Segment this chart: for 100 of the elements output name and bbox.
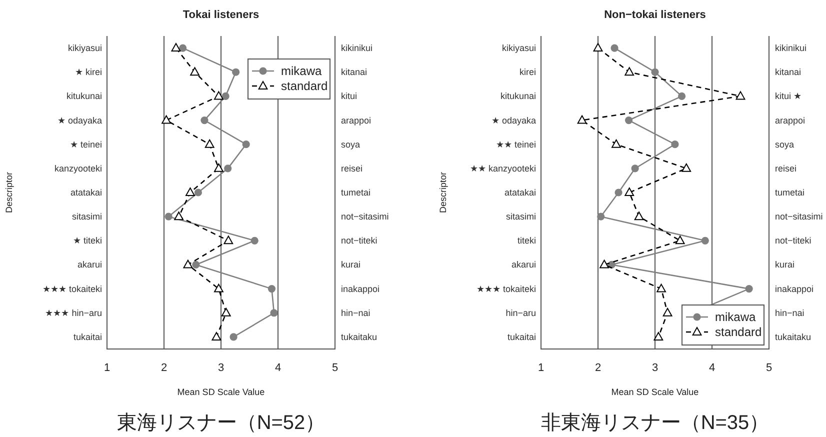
legend-label: mikawa [281,64,322,78]
y-tick-label: titeki [517,236,536,246]
y2-tick-label: inakappoi [341,284,380,294]
y2-tick-label: tukaitaku [775,332,812,342]
point [179,44,187,52]
y-tick-label: atatakai [70,188,102,198]
y-tick-label: ★ teinei [70,139,102,150]
point [214,163,224,172]
y-tick-label: akarui [511,260,536,270]
point [194,188,202,196]
y-tick-label: ★★ kanzyooteki [470,163,536,174]
point [190,67,200,76]
point [662,308,672,316]
point [577,115,587,124]
y-tick-label: atatakai [504,188,536,198]
x-tick-label: 2 [594,362,602,374]
y-tick-label: kitukunai [66,91,102,102]
y-tick-label: ★ titeki [72,236,102,246]
point [656,284,666,292]
point [183,260,193,268]
point [610,44,618,52]
point [701,236,709,244]
y2-tick-label: not−titeki [341,236,378,246]
point [654,332,664,340]
y-tick-label: ★ kirei [74,67,102,78]
point [171,43,181,52]
y2-tick-label: hin−nai [775,308,804,318]
y-tick-label: sitasimi [72,212,102,222]
y2-tick-label: kitanai [775,67,802,78]
x-axis-title: Mean SD Scale Value [611,387,699,397]
y-axis-title: Descriptor [4,172,14,214]
point [221,308,231,316]
point [224,164,232,172]
point [631,164,639,172]
y2-tick-label: kikinikui [341,43,373,54]
y-tick-label: kitukunai [500,91,536,102]
y2-tick-label: reisei [775,163,797,174]
point [624,116,633,124]
y-tick-label: ★★★ hin−aru [45,308,102,318]
point [624,188,634,196]
point [634,212,644,220]
point [268,285,276,293]
point [593,43,603,52]
y2-tick-label: inakappoi [775,284,814,294]
point [242,140,250,148]
y2-tick-label: tumetai [341,188,371,198]
y2-tick-label: kitui [341,91,358,102]
point [200,116,208,124]
y2-tick-label: tumetai [775,188,805,198]
point [250,236,258,244]
y-tick-label: ★ odayaka [491,115,536,126]
x-tick-label: 4 [274,362,282,374]
y2-tick-label: tukaitaku [341,332,378,342]
point [600,260,609,268]
y2-tick-label: kikinikui [775,43,807,54]
legend-label: standard [715,325,762,339]
point [745,285,753,293]
point [675,236,685,244]
point [270,309,278,317]
y-tick-label: ★★★ tokaiteki [476,284,536,294]
point [164,212,172,220]
y-tick-label: kanzyooteki [54,163,102,174]
point [186,188,195,196]
point [624,67,634,76]
chart-title: Tokai listeners [182,9,260,21]
legend-label: mikawa [715,310,756,324]
y2-tick-label: reisei [341,163,363,174]
point [682,163,692,172]
point [651,68,659,76]
point [678,92,686,100]
y2-tick-label: kitanai [341,67,368,78]
text: 非東海リスナー（N=35） [540,412,770,434]
point [736,91,746,100]
x-tick-label: 1 [104,362,110,374]
point [192,260,200,269]
y2-tick-label: kurai [775,260,795,270]
y-tick-label: tukaitai [507,332,536,342]
y2-tick-label: soya [775,139,794,150]
text: 東海リスナー（N=52） [116,412,326,434]
x-tick-label: 3 [218,362,224,374]
y-tick-label: ★★ teinei [496,139,536,150]
y-tick-label: akarui [77,260,102,270]
x-tick-label: 2 [160,362,168,374]
x-tick-label: 3 [652,362,658,374]
chart-title: Non−tokai listeners [604,9,706,21]
point [204,139,214,148]
y-tick-label: ★★★ tokaiteki [42,284,102,294]
y2-tick-label: kitui ★ [775,91,802,102]
point [671,140,679,148]
point [174,212,184,220]
y-tick-label: tukaitai [73,332,102,342]
y-axis-title: Descriptor [438,172,448,214]
point [214,91,224,100]
point [212,332,222,340]
y2-tick-label: kurai [341,260,361,270]
point [232,68,240,76]
y2-tick-label: not−sitasimi [775,212,823,222]
y-tick-label: hin−aru [506,308,536,318]
point [222,92,230,100]
legend-label: standard [281,79,328,93]
